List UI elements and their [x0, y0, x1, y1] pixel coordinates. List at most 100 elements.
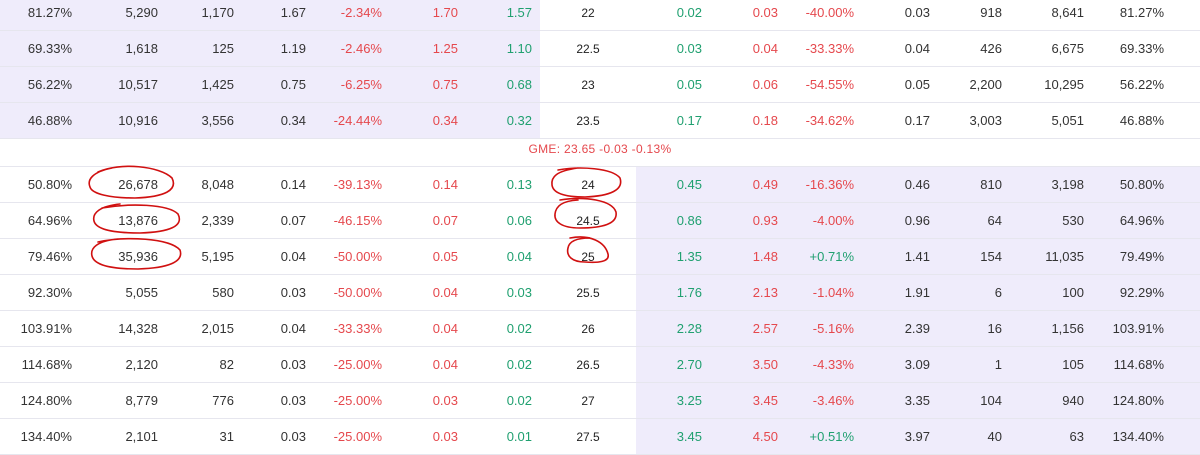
call-iv-cell: 56.22% [27, 77, 72, 92]
call-iv-cell: 64.96% [27, 213, 72, 228]
call-last-cell: 0.03 [280, 285, 306, 300]
call-iv-cell: 69.33% [27, 41, 72, 56]
put-open-interest-cell: 105 [1062, 357, 1084, 372]
put-bid-cell: 0.03 [676, 41, 702, 56]
put-last-cell: 1.91 [904, 285, 930, 300]
table-row[interactable]: 50.80% 26,678 8,048 0.14 -39.13% 0.14 0.13 24 0.… [0, 167, 1200, 203]
put-bid-cell: 0.86 [676, 213, 702, 228]
call-last-cell: 0.14 [280, 177, 306, 192]
put-open-interest-cell: 63 [1069, 429, 1084, 444]
table-row[interactable]: 81.27% 5,290 1,170 1.67 -2.34% 1.70 1.57 22 0.02… [0, 0, 1200, 31]
put-iv-cell: 46.88% [1119, 113, 1164, 128]
put-iv-cell: 81.27% [1119, 5, 1164, 20]
calls-side-background [0, 0, 540, 30]
call-volume-cell: 5,055 [125, 285, 158, 300]
put-bid-cell: 2.70 [676, 357, 702, 372]
put-bid-cell: 0.45 [676, 177, 702, 192]
call-iv-cell: 134.40% [20, 429, 72, 444]
call-change-cell: -24.44% [333, 113, 382, 128]
put-iv-cell: 103.91% [1112, 321, 1164, 336]
put-iv-cell: 56.22% [1119, 77, 1164, 92]
strike-price-cell: 23.5 [576, 114, 600, 128]
call-bid-cell: 0.68 [506, 77, 532, 92]
puts-side-background [636, 239, 1200, 274]
puts-side-background [636, 347, 1200, 382]
table-row[interactable]: 134.40% 2,101 31 0.03 -25.00% 0.03 0.01 27.5 3.4… [0, 419, 1200, 455]
call-change-cell: -25.00% [333, 429, 382, 444]
call-volume-cell: 26,678 [118, 177, 158, 192]
put-change-cell: -4.33% [812, 357, 854, 372]
call-open-interest-cell: 580 [212, 285, 234, 300]
call-open-interest-cell: 2,339 [201, 213, 234, 228]
put-bid-cell: 2.28 [676, 321, 702, 336]
put-ask-cell: 0.49 [752, 177, 778, 192]
put-change-cell: -34.62% [805, 113, 854, 128]
options-chain-table: 81.27% 5,290 1,170 1.67 -2.34% 1.70 1.57 22 0.02… [0, 0, 1200, 139]
put-volume-cell: 918 [980, 5, 1002, 20]
table-row[interactable]: 46.88% 10,916 3,556 0.34 -24.44% 0.34 0.32 23.5… [0, 103, 1200, 139]
table-row[interactable]: 124.80% 8,779 776 0.03 -25.00% 0.03 0.02 27 3.25… [0, 383, 1200, 419]
table-row[interactable]: 92.30% 5,055 580 0.03 -50.00% 0.04 0.03 25.5 1.7… [0, 275, 1200, 311]
table-row[interactable]: 69.33% 1,618 125 1.19 -2.46% 1.25 1.10 22.5 0.03… [0, 31, 1200, 67]
strike-price-cell: 22.5 [576, 42, 600, 56]
call-volume-cell: 35,936 [118, 249, 158, 264]
put-change-cell: -54.55% [805, 77, 854, 92]
out-of-the-money-calls-section: 50.80% 26,678 8,048 0.14 -39.13% 0.14 0.13 24 0.… [0, 167, 1200, 455]
call-iv-cell: 46.88% [27, 113, 72, 128]
put-ask-cell: 0.18 [752, 113, 778, 128]
put-volume-cell: 2,200 [969, 77, 1002, 92]
call-open-interest-cell: 8,048 [201, 177, 234, 192]
call-change-cell: -25.00% [333, 393, 382, 408]
put-iv-cell: 124.80% [1112, 393, 1164, 408]
call-bid-cell: 0.04 [506, 249, 532, 264]
call-last-cell: 0.34 [280, 113, 306, 128]
call-ask-cell: 0.34 [432, 113, 458, 128]
call-last-cell: 0.04 [280, 321, 306, 336]
put-ask-cell: 3.50 [752, 357, 778, 372]
put-bid-cell: 1.76 [676, 285, 702, 300]
call-change-cell: -2.46% [340, 41, 382, 56]
put-volume-cell: 16 [987, 321, 1002, 336]
table-row[interactable]: 114.68% 2,120 82 0.03 -25.00% 0.04 0.02 26.5 2.7… [0, 347, 1200, 383]
call-last-cell: 1.19 [280, 41, 306, 56]
put-volume-cell: 1 [994, 357, 1002, 372]
put-last-cell: 3.97 [904, 429, 930, 444]
put-iv-cell: 114.68% [1113, 357, 1164, 372]
puts-side-background [636, 275, 1200, 310]
table-row[interactable]: 79.46% 35,936 5,195 0.04 -50.00% 0.05 0.04 25 1.… [0, 239, 1200, 275]
put-volume-cell: 6 [994, 285, 1002, 300]
call-last-cell: 1.67 [280, 5, 306, 20]
put-open-interest-cell: 940 [1062, 393, 1084, 408]
table-row[interactable]: 64.96% 13,876 2,339 0.07 -46.15% 0.07 0.06 24.5… [0, 203, 1200, 239]
call-ask-cell: 0.04 [432, 357, 458, 372]
put-ask-cell: 0.04 [752, 41, 778, 56]
put-open-interest-cell: 6,675 [1051, 41, 1084, 56]
put-bid-cell: 0.02 [676, 5, 702, 20]
call-bid-cell: 1.10 [506, 41, 532, 56]
calls-side-background [0, 67, 540, 102]
call-bid-cell: 1.57 [506, 5, 532, 20]
put-last-cell: 0.46 [904, 177, 930, 192]
call-open-interest-cell: 2,015 [201, 321, 234, 336]
call-ask-cell: 0.04 [432, 285, 458, 300]
puts-side-background [636, 383, 1200, 418]
put-ask-cell: 4.50 [752, 429, 778, 444]
put-open-interest-cell: 3,198 [1051, 177, 1084, 192]
strike-price-cell: 22 [581, 6, 595, 20]
put-ask-cell: 0.03 [752, 5, 778, 20]
table-row[interactable]: 103.91% 14,328 2,015 0.04 -33.33% 0.04 0.02 26 2… [0, 311, 1200, 347]
call-volume-cell: 10,517 [118, 77, 158, 92]
put-bid-cell: 0.17 [676, 113, 702, 128]
call-change-cell: -2.34% [340, 5, 382, 20]
table-row[interactable]: 56.22% 10,517 1,425 0.75 -6.25% 0.75 0.68 23 0.0… [0, 67, 1200, 103]
call-volume-cell: 13,876 [118, 213, 158, 228]
strike-price-cell: 26 [581, 322, 595, 336]
put-iv-cell: 92.29% [1119, 285, 1164, 300]
calls-side-background [0, 31, 540, 66]
call-last-cell: 0.07 [280, 213, 306, 228]
call-volume-cell: 10,916 [118, 113, 158, 128]
put-open-interest-cell: 5,051 [1051, 113, 1084, 128]
put-ask-cell: 0.93 [752, 213, 778, 228]
call-iv-cell: 50.80% [27, 177, 72, 192]
call-bid-cell: 0.03 [506, 285, 532, 300]
